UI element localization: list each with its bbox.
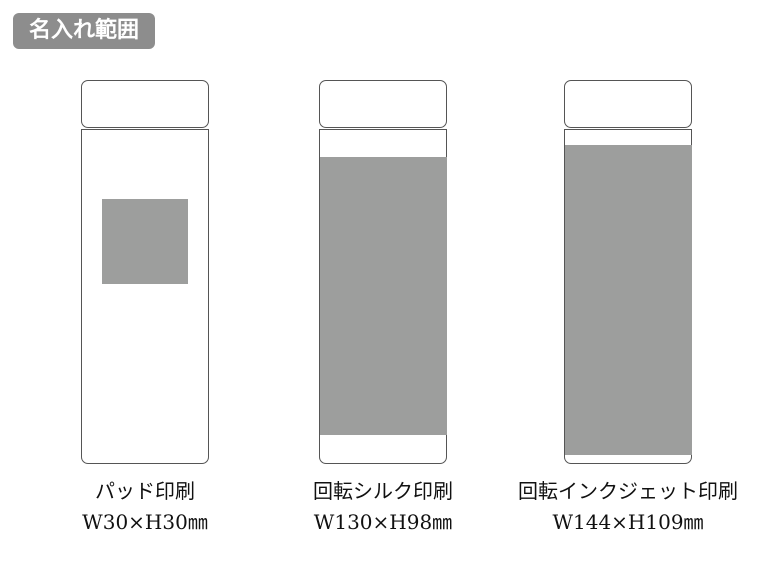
bottle-body — [81, 129, 209, 464]
size-label: W144×H109㎜ — [552, 510, 704, 534]
print-area — [320, 157, 447, 435]
method-label: パッド印刷 — [95, 479, 195, 503]
size-label: W30×H30㎜ — [82, 510, 208, 534]
method-label: 回転シルク印刷 — [313, 479, 453, 503]
caption-silk: 回転シルク印刷 W130×H98㎜ — [263, 476, 503, 538]
caption-inkjet: 回転インクジェット印刷 W144×H109㎜ — [503, 476, 753, 538]
print-area — [565, 145, 692, 455]
section-title-badge: 名入れ範囲 — [13, 13, 155, 49]
caption-pad: パッド印刷 W30×H30㎜ — [25, 476, 265, 538]
bottle-cap — [81, 80, 209, 128]
method-label: 回転インクジェット印刷 — [518, 479, 738, 503]
bottle-cap — [564, 80, 692, 128]
bottle-cap — [319, 80, 447, 128]
print-area — [102, 199, 188, 284]
size-label: W130×H98㎜ — [313, 510, 453, 534]
